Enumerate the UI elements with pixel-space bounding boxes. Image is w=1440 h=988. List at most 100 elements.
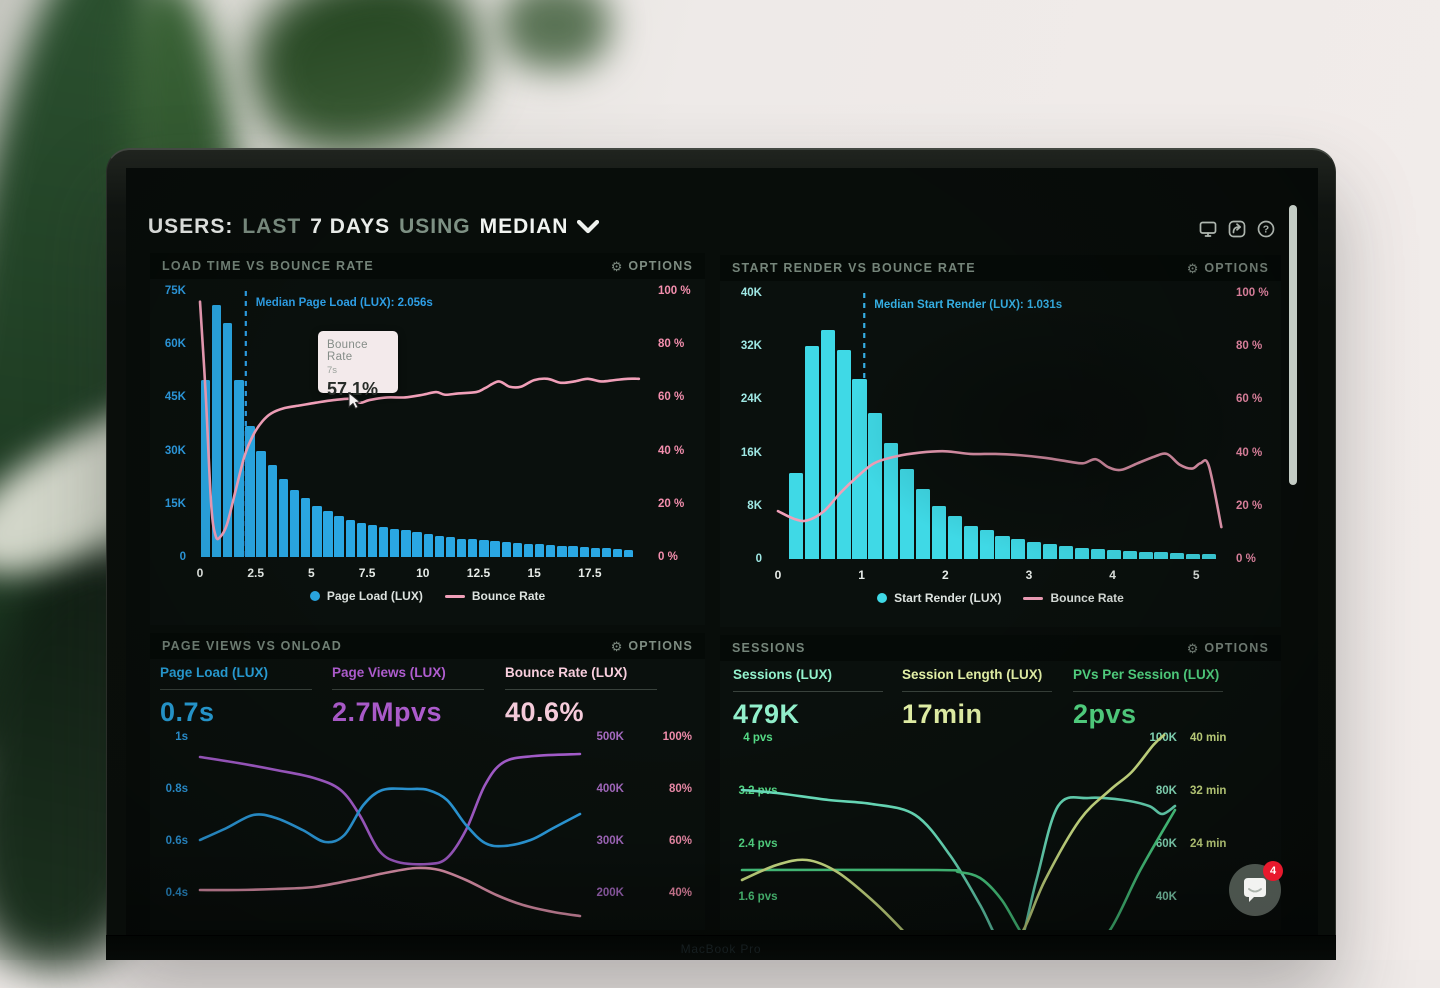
y-axis-right-label: 40 % bbox=[1236, 446, 1263, 459]
help-icon[interactable]: ? bbox=[1256, 219, 1276, 239]
metric-value: 2pvs bbox=[1073, 699, 1137, 729]
gear-icon: ⚙ bbox=[610, 638, 623, 654]
metric-label: Sessions (LUX) bbox=[733, 667, 833, 682]
y-axis-right-label: 100 % bbox=[1236, 287, 1269, 299]
header-title-segment: LAST bbox=[242, 215, 302, 238]
y-axis-right-label: 0 % bbox=[658, 551, 678, 563]
legend-dot bbox=[877, 593, 888, 603]
tooltip: Bounce Rate 7s 57.1% bbox=[318, 331, 398, 399]
legend-label: Bounce Rate bbox=[471, 589, 546, 603]
legend-label: Page Load (LUX) bbox=[326, 589, 423, 603]
y-axis-right-label: 60 % bbox=[1236, 393, 1263, 406]
x-axis-tick-label: 1 bbox=[858, 568, 865, 582]
share-icon[interactable] bbox=[1227, 219, 1247, 239]
tooltip-title: Bounce Rate bbox=[327, 339, 368, 363]
legend-label: Bounce Rate bbox=[1050, 591, 1124, 605]
bar bbox=[979, 530, 994, 559]
bar bbox=[1170, 553, 1185, 559]
bar bbox=[788, 472, 803, 559]
y-axis-left-label: 75K bbox=[164, 285, 186, 297]
bar bbox=[211, 305, 222, 557]
bar bbox=[900, 469, 915, 559]
y-axis-left-label: 32K bbox=[740, 340, 762, 353]
metric-value: 0.7s bbox=[160, 697, 215, 727]
options-label: OPTIONS bbox=[628, 259, 693, 273]
dashboard-header-dropdown[interactable]: USERS: LAST 7 DAYS USING MEDIAN bbox=[148, 212, 668, 242]
bar bbox=[434, 535, 445, 557]
metric-value: 479K bbox=[733, 699, 800, 729]
y-axis-left-label: 15K bbox=[164, 497, 186, 510]
bar bbox=[1186, 553, 1201, 559]
legend-item[interactable]: Start Render (LUX) bbox=[877, 591, 1001, 605]
metric-label: PVs Per Session (LUX) bbox=[1073, 667, 1220, 682]
plant-leaf bbox=[500, 0, 610, 70]
display-icon[interactable] bbox=[1198, 219, 1218, 239]
options-button[interactable]: ⚙ OPTIONS bbox=[611, 259, 693, 273]
y-axis-left-label: 4 pvs bbox=[743, 732, 773, 744]
y-axis-right-label-1: 500K bbox=[596, 731, 625, 743]
options-button[interactable]: ⚙ OPTIONS bbox=[611, 639, 693, 653]
metric-underline bbox=[733, 691, 883, 692]
laptop-hinge bbox=[106, 935, 1336, 960]
bar bbox=[234, 379, 244, 557]
bar bbox=[456, 538, 467, 557]
chat-bubble-icon bbox=[1244, 878, 1266, 902]
bar bbox=[1202, 554, 1217, 559]
panel-header: SESSIONS ⚙ OPTIONS bbox=[720, 635, 1281, 661]
bar bbox=[546, 544, 556, 557]
legend-item[interactable]: Bounce Rate bbox=[444, 589, 546, 603]
bar bbox=[1154, 552, 1169, 559]
panel-title: START RENDER VS BOUNCE RATE bbox=[732, 261, 976, 275]
legend-dot bbox=[309, 591, 320, 601]
bar bbox=[1106, 550, 1121, 559]
metric-underline bbox=[1073, 691, 1223, 692]
y-axis-right-label: 0 % bbox=[1236, 553, 1256, 565]
bar bbox=[804, 346, 819, 559]
y-axis-left-label: 1.6 pvs bbox=[738, 891, 778, 903]
gear-icon: ⚙ bbox=[610, 258, 623, 274]
y-axis-right-label-1: 40K bbox=[1155, 891, 1177, 903]
options-label: OPTIONS bbox=[628, 639, 693, 653]
bar bbox=[534, 544, 545, 557]
header-icon-row: ? bbox=[1198, 218, 1282, 240]
y-axis-right-label-2: 100% bbox=[662, 731, 692, 743]
panel-header: PAGE VIEWS VS ONLOAD ⚙ OPTIONS bbox=[150, 633, 705, 659]
y-axis-left-label: 30K bbox=[164, 444, 186, 457]
scrollbar-thumb[interactable] bbox=[1289, 205, 1297, 485]
bar bbox=[947, 515, 962, 559]
legend-item[interactable]: Bounce Rate bbox=[1023, 591, 1124, 605]
y-axis-right-label-2: 24 min bbox=[1190, 838, 1227, 850]
bar bbox=[356, 523, 367, 557]
metric-value: 40.6% bbox=[505, 697, 585, 727]
bar bbox=[995, 535, 1010, 559]
y-axis-right-label: 80 % bbox=[658, 338, 685, 351]
metric-label: Page Load (LUX) bbox=[160, 665, 269, 680]
x-axis-tick-label: 15 bbox=[527, 566, 541, 580]
bar bbox=[468, 539, 478, 557]
bar bbox=[1074, 547, 1090, 559]
bar bbox=[200, 379, 211, 557]
y-axis-right-label: 40 % bbox=[658, 444, 685, 457]
y-axis-right-label-2: 40 min bbox=[1190, 732, 1227, 744]
gear-icon: ⚙ bbox=[1186, 260, 1199, 276]
y-axis-right-label: 20 % bbox=[658, 497, 685, 510]
y-axis-left-label: 1s bbox=[175, 731, 188, 743]
bar bbox=[931, 505, 946, 559]
options-button[interactable]: ⚙ OPTIONS bbox=[1187, 641, 1269, 655]
y-axis-right-label-1: 100K bbox=[1149, 732, 1178, 744]
header-title-segment: 7 DAYS bbox=[310, 215, 391, 238]
options-button[interactable]: ⚙ OPTIONS bbox=[1187, 261, 1269, 275]
metric-label: Session Length (LUX) bbox=[902, 667, 1043, 682]
bar bbox=[445, 537, 456, 557]
panel-title: PAGE VIEWS VS ONLOAD bbox=[162, 639, 343, 653]
median-annotation: Median Page Load (LUX): 2.056s bbox=[255, 297, 433, 309]
bar bbox=[345, 519, 355, 557]
legend-item[interactable]: Page Load (LUX) bbox=[309, 589, 423, 603]
x-axis-tick-label: 3 bbox=[1025, 568, 1033, 582]
y-axis-left-label: 0.6s bbox=[165, 835, 188, 847]
bar bbox=[223, 322, 233, 557]
bar bbox=[323, 510, 333, 557]
legend-line bbox=[444, 594, 465, 598]
options-label: OPTIONS bbox=[1204, 641, 1269, 655]
